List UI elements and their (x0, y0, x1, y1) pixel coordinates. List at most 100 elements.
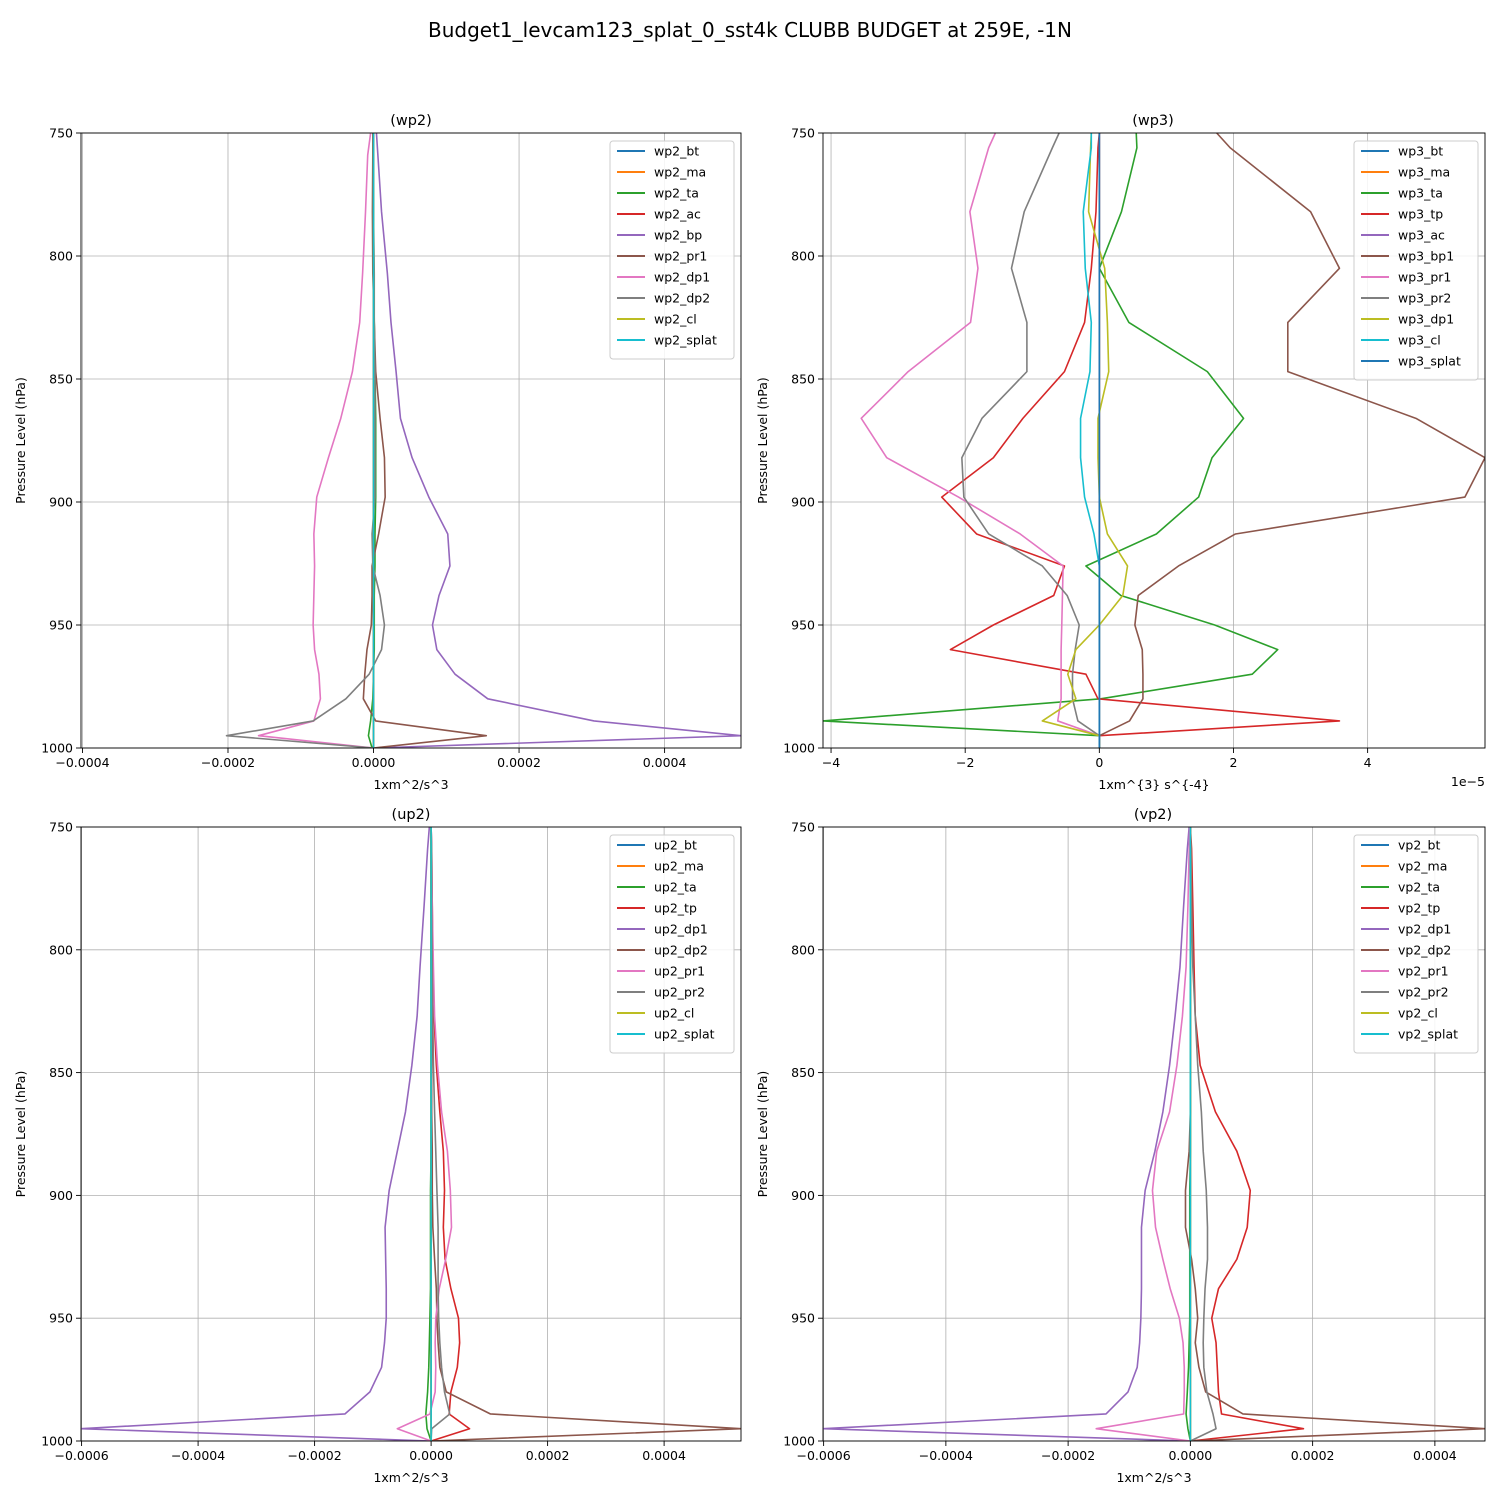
x-axis-label: 1xm^2/s^3 (1116, 1470, 1191, 1485)
series-line-wp3_bp1 (1098, 133, 1485, 748)
legend-label: wp2_ta (654, 186, 699, 201)
y-axis-label: Pressure Level (hPa) (755, 377, 770, 504)
series-line-up2_dp1 (81, 827, 432, 1441)
y-tick-label: 850 (49, 372, 73, 387)
x-tick-label: 0.0002 (1291, 1448, 1335, 1463)
legend-label: wp3_pr1 (1398, 270, 1451, 285)
legend-label: up2_dp2 (654, 943, 708, 958)
x-tick-label: −0.0006 (797, 1448, 851, 1463)
legend-label: wp2_bt (654, 144, 699, 159)
x-tick-label: 0.0004 (643, 755, 687, 770)
x-tick-label: 0 (1095, 755, 1103, 770)
legend-label: wp3_ta (1398, 186, 1443, 201)
plot-frame (80, 826, 742, 1442)
panel-title: (wp2) (390, 113, 432, 129)
plot-frame (822, 826, 1486, 1442)
legend-label: vp2_cl (1398, 1006, 1438, 1021)
legend-label: vp2_bt (1398, 838, 1440, 853)
legend-label: up2_splat (654, 1027, 715, 1042)
legend-label: vp2_ma (1398, 859, 1447, 874)
series-line-wp2_dp1 (257, 133, 374, 748)
legend-label: wp2_cl (654, 312, 697, 327)
series-lines (823, 133, 1485, 748)
y-axis-label: Pressure Level (hPa) (13, 377, 28, 504)
x-tick-label: −2 (956, 755, 974, 770)
series-line-vp2_tp (1189, 827, 1305, 1441)
x-tick-label: 0.0002 (526, 1448, 570, 1463)
x-tick-label: 0.0000 (352, 755, 396, 770)
y-tick-label: 1000 (783, 741, 815, 756)
legend-label: up2_bt (654, 838, 697, 853)
legend-label: wp3_splat (1398, 354, 1461, 369)
panel-wp2: (wp2) −0.0004 −0.0002 0.0000 0.0002 0.0004 75… (13, 113, 742, 792)
x-tick-label: 0.0004 (642, 1448, 686, 1463)
legend-label: wp3_bp1 (1398, 249, 1454, 264)
x-tick-label: −0.0002 (201, 755, 255, 770)
legend-label: wp3_tp (1398, 207, 1443, 222)
y-tick-label: 950 (791, 1311, 815, 1326)
y-tick-label: 850 (791, 1065, 815, 1080)
series-line-up2_pr1 (396, 827, 453, 1441)
figure-title: Budget1_levcam123_splat_0_sst4k CLUBB BU… (428, 18, 1072, 42)
panel-up2: (up2) −0.0006 −0.0004 −0.0002 0.0000 0.0002 0… (13, 807, 742, 1485)
panel-title: (up2) (392, 807, 431, 823)
y-tick-label: 850 (49, 1065, 73, 1080)
legend-label: up2_dp1 (654, 922, 708, 937)
x-offset-text: 1e−5 (1451, 774, 1485, 789)
legend-label: up2_tp (654, 901, 697, 916)
x-axis-label: 1xm^2/s^3 (373, 777, 448, 792)
legend-label: up2_ma (654, 859, 704, 874)
legend-label: wp3_bt (1398, 144, 1443, 159)
panel-title: (vp2) (1134, 807, 1172, 823)
x-tick-label: 0.0002 (497, 755, 541, 770)
x-tick-label: 0.0000 (1168, 1448, 1212, 1463)
series-line-vp2_dp1 (823, 827, 1191, 1441)
y-tick-label: 900 (49, 1188, 73, 1203)
legend-label: vp2_pr2 (1398, 985, 1449, 1000)
series-line-vp2_pr2 (1189, 827, 1217, 1441)
legend-label: up2_cl (654, 1006, 694, 1021)
legend-label: up2_pr2 (654, 985, 705, 1000)
y-tick-label: 800 (791, 942, 815, 957)
legend-label: vp2_splat (1398, 1027, 1458, 1042)
series-line-wp3_dp1 (1041, 133, 1129, 748)
plot-frame (822, 132, 1486, 749)
y-tick-label: 950 (791, 618, 815, 633)
legend-label: wp3_pr2 (1398, 291, 1451, 306)
series-line-wp2_bp (373, 133, 741, 748)
panel-vp2: (vp2) −0.0006 −0.0004 −0.0002 0.0000 0.0002 0… (755, 807, 1486, 1485)
x-tick-label: −4 (822, 755, 840, 770)
y-tick-label: 800 (791, 249, 815, 264)
panel-title: (wp3) (1132, 113, 1174, 129)
legend-label: wp2_ac (654, 207, 701, 222)
legend-label: wp2_splat (654, 333, 717, 348)
series-lines (81, 827, 741, 1441)
legend-label: wp3_ma (1398, 165, 1450, 180)
y-tick-label: 900 (791, 1188, 815, 1203)
series-lines (823, 827, 1485, 1441)
series-line-wp3_pr2 (961, 133, 1101, 748)
x-tick-label: −0.0002 (287, 1448, 341, 1463)
legend-box (1353, 834, 1479, 1054)
x-tick-label: −0.0004 (171, 1448, 225, 1463)
y-tick-label: 950 (49, 1311, 73, 1326)
legend-label: up2_ta (654, 880, 697, 895)
legend-label: wp2_dp2 (654, 291, 710, 306)
legend-label: vp2_ta (1398, 880, 1440, 895)
series-lines (225, 133, 741, 748)
legend-label: wp3_dp1 (1398, 312, 1454, 327)
y-tick-label: 1000 (783, 1434, 815, 1449)
y-tick-label: 900 (49, 495, 73, 510)
x-tick-label: 0.0000 (409, 1448, 453, 1463)
y-tick-label: 850 (791, 372, 815, 387)
x-tick-label: −0.0004 (55, 755, 109, 770)
y-tick-label: 750 (791, 126, 815, 141)
x-tick-label: 4 (1364, 755, 1372, 770)
y-axis-label: Pressure Level (hPa) (755, 1071, 770, 1198)
legend-label: vp2_dp2 (1398, 943, 1451, 958)
y-tick-label: 900 (791, 495, 815, 510)
series-line-wp3_tp (940, 133, 1341, 748)
legend-label: wp2_dp1 (654, 270, 710, 285)
